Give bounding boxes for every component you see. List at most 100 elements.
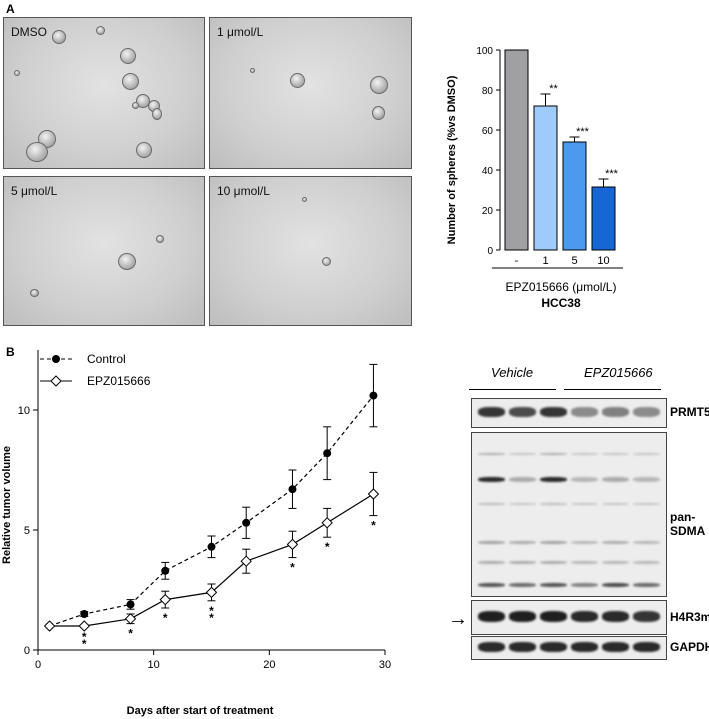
bar-chart-ylabel: Number of spheres (%vs DMSO)	[446, 75, 458, 244]
band-label-prmt5: PRMT5	[670, 405, 709, 419]
blot-band	[571, 407, 598, 417]
sphere	[370, 76, 388, 94]
data-point	[159, 593, 171, 606]
data-point	[126, 600, 135, 609]
significance-mark: *	[209, 611, 214, 625]
blot-band	[478, 583, 505, 587]
blot-band	[571, 583, 598, 587]
micrograph-label: 10 μmol/L	[217, 184, 270, 198]
blot-band	[602, 453, 629, 455]
band-label-pan-sdma: pan-SDMA	[670, 510, 706, 538]
blot-band	[478, 477, 505, 482]
blot-band	[633, 561, 660, 564]
blot-band	[509, 541, 536, 544]
blot-band	[478, 561, 505, 564]
bar-y-tick-label: 40	[482, 166, 494, 177]
blot-band	[509, 407, 536, 417]
sphere	[122, 73, 139, 90]
significance-mark: *	[82, 637, 87, 651]
bar-y-tick-label: 0	[487, 246, 493, 257]
blot-band	[540, 611, 567, 622]
sphere	[52, 30, 66, 44]
micrograph-label: DMSO	[11, 25, 47, 39]
bar-category-label: 10	[597, 255, 609, 267]
micrograph-label: 1 μmol/L	[217, 25, 264, 39]
significance-mark: ***	[576, 126, 590, 138]
micrograph-5um: 5 μmol/L	[3, 176, 205, 326]
blot-header: Vehicle EPZ015666	[469, 365, 662, 390]
blot-band	[478, 642, 505, 652]
blot-band	[540, 561, 567, 564]
data-point	[207, 542, 216, 551]
sphere	[132, 102, 139, 109]
blot-band	[633, 611, 660, 622]
blot-band	[509, 642, 536, 652]
data-point	[124, 613, 137, 625]
sphere	[372, 106, 385, 120]
bar-y-tick-label: 20	[482, 206, 494, 217]
panel-a-letter: A	[6, 2, 15, 16]
micrograph-dmso: DMSO	[3, 17, 205, 169]
blot-band	[602, 561, 629, 564]
blot-band	[540, 407, 567, 417]
significance-mark: *	[371, 519, 376, 533]
blot-band	[633, 642, 660, 652]
blot-band	[633, 541, 660, 544]
sphere	[302, 197, 307, 202]
blot-band	[509, 503, 536, 505]
bar	[562, 141, 587, 251]
bar-y-tick-label: 100	[476, 46, 493, 57]
data-point	[161, 566, 170, 575]
line-chart-ylabel: Relative tumor volume	[1, 446, 13, 564]
blot-band	[478, 611, 505, 622]
sphere	[30, 289, 39, 297]
line-x-tick-label: 10	[148, 659, 160, 671]
arrow-icon: →	[448, 608, 468, 630]
blot-band	[509, 453, 536, 455]
blot-band	[571, 541, 598, 544]
blot-band	[478, 503, 505, 505]
legend-marker-control	[52, 355, 60, 363]
blot-band	[540, 453, 567, 455]
vehicle-underline	[469, 389, 556, 390]
data-point	[369, 391, 378, 400]
blot-band	[509, 611, 536, 622]
micrograph-label: 5 μmol/L	[11, 184, 58, 198]
blot-band	[602, 611, 629, 622]
significance-mark: *	[128, 627, 133, 641]
data-point	[43, 620, 56, 632]
sphere	[322, 257, 331, 266]
blot-pan-sdma	[471, 432, 667, 597]
micrograph-10um: 10 μmol/L	[209, 176, 412, 326]
significance-mark: *	[209, 604, 214, 618]
blot-band	[602, 541, 629, 544]
drug-underline	[564, 389, 661, 390]
data-point	[286, 538, 299, 551]
blot-band	[571, 453, 598, 455]
significance-mark: **	[549, 83, 558, 95]
bar	[591, 186, 616, 251]
significance-mark: *	[290, 561, 295, 575]
legend-marker-drug	[50, 375, 62, 387]
blot-band	[478, 541, 505, 544]
blot-band	[478, 453, 505, 455]
data-point	[240, 555, 252, 567]
blot-band	[571, 642, 598, 652]
blot-prmt5	[471, 398, 667, 428]
sphere	[290, 73, 305, 88]
bar	[533, 105, 558, 251]
blot-band	[540, 503, 567, 505]
blot-band	[571, 561, 598, 564]
blot-group-drug: EPZ015666	[584, 365, 653, 380]
blot-band	[509, 561, 536, 564]
significance-mark: *	[325, 540, 330, 554]
line-x-tick-label: 0	[35, 659, 41, 671]
bar-y-tick-label: 80	[482, 86, 494, 97]
bar-chart-xlabel: EPZ015666 (μmol/L)	[506, 280, 617, 294]
blot-band	[633, 453, 660, 455]
blot-band	[571, 611, 598, 622]
blot-band	[602, 642, 629, 652]
sphere	[118, 253, 136, 270]
significance-mark: *	[163, 611, 168, 625]
blot-band	[540, 541, 567, 544]
